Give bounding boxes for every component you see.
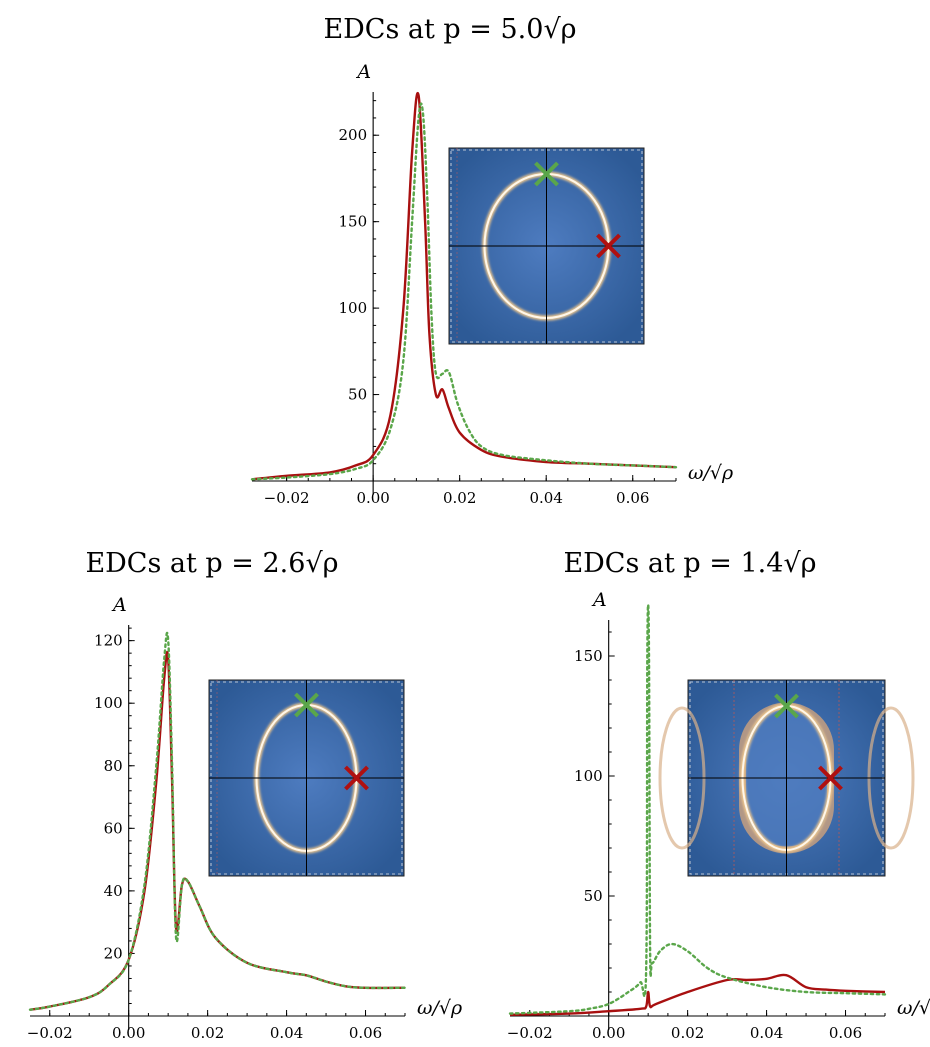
y-tick-label: 40 — [104, 882, 123, 900]
green-cross-icon — [294, 692, 319, 718]
chart-panel-1: EDCs at p = 5.0√ρ Aω/√ρ −0.02 0.00 0.02 0.04 0… — [250, 14, 734, 507]
x-tick-label: 0.04 — [530, 489, 563, 507]
y-tick-label: 50 — [348, 386, 367, 404]
y-tick-label: 20 — [104, 944, 123, 962]
x-tick-label: 0.04 — [750, 1024, 783, 1042]
y-tick-label: 100 — [94, 694, 123, 712]
y-tick-label: 200 — [339, 126, 368, 144]
x-tick-label: 0.00 — [356, 489, 389, 507]
x-tick-label: 0.04 — [270, 1024, 303, 1042]
y-axis-label: A — [591, 589, 607, 611]
chart-panel-2: EDCs at p = 2.6√ρ Aω/√ρ −0.02 0.00 0.02 0.04 0… — [27, 548, 463, 1042]
inset-image — [208, 679, 405, 877]
y-tick-label: 80 — [104, 757, 123, 775]
x-axis-label: ω/√ρ — [417, 997, 463, 1019]
series-line-dotted — [28, 631, 407, 1011]
chart-panel-3: EDCs at p = 1.4√ρ Aω/√ρ −0.02 0.00 0.02 0.04 0… — [507, 548, 930, 1042]
chart-title: EDCs at p = 1.4√ρ — [563, 548, 816, 579]
series-line-solid — [509, 973, 886, 1016]
x-tick-label: 0.06 — [349, 1024, 382, 1042]
series-line-solid — [251, 92, 677, 481]
x-tick-label: 0.06 — [616, 489, 649, 507]
red-cross-icon — [596, 233, 621, 259]
green-cross-icon — [534, 161, 559, 187]
x-tick-label: −0.02 — [264, 489, 310, 507]
x-tick-label: 0.00 — [592, 1024, 625, 1042]
y-tick-label: 150 — [574, 647, 603, 665]
chart-title: EDCs at p = 5.0√ρ — [323, 14, 576, 45]
x-tick-label: 0.02 — [443, 489, 476, 507]
x-tick-label: 0.00 — [112, 1024, 145, 1042]
y-tick-label: 50 — [584, 887, 603, 905]
chart-title: EDCs at p = 2.6√ρ — [85, 548, 338, 579]
y-tick-label: 120 — [94, 632, 123, 650]
y-tick-label: 100 — [574, 767, 603, 785]
y-axis-label: A — [355, 61, 371, 83]
series-line-dotted — [508, 603, 887, 1015]
x-axis-label: ω/√ρ — [688, 462, 734, 484]
x-tick-label: 0.06 — [829, 1024, 862, 1042]
x-axis-label: ω/√ρ — [897, 997, 930, 1019]
series-line-dotted — [250, 102, 678, 481]
x-tick-label: 0.02 — [671, 1024, 704, 1042]
green-cross-icon — [774, 693, 799, 719]
y-tick-label: 100 — [339, 299, 368, 317]
y-tick-label: 60 — [104, 819, 123, 837]
red-cross-icon — [818, 765, 843, 791]
x-tick-label: 0.02 — [191, 1024, 224, 1042]
inset-image — [658, 679, 915, 877]
x-tick-label: −0.02 — [27, 1024, 73, 1042]
y-tick-label: 150 — [339, 213, 368, 231]
inset-image — [448, 147, 645, 345]
red-cross-icon — [344, 765, 369, 791]
x-tick-label: −0.02 — [507, 1024, 553, 1042]
y-axis-label: A — [111, 594, 127, 616]
